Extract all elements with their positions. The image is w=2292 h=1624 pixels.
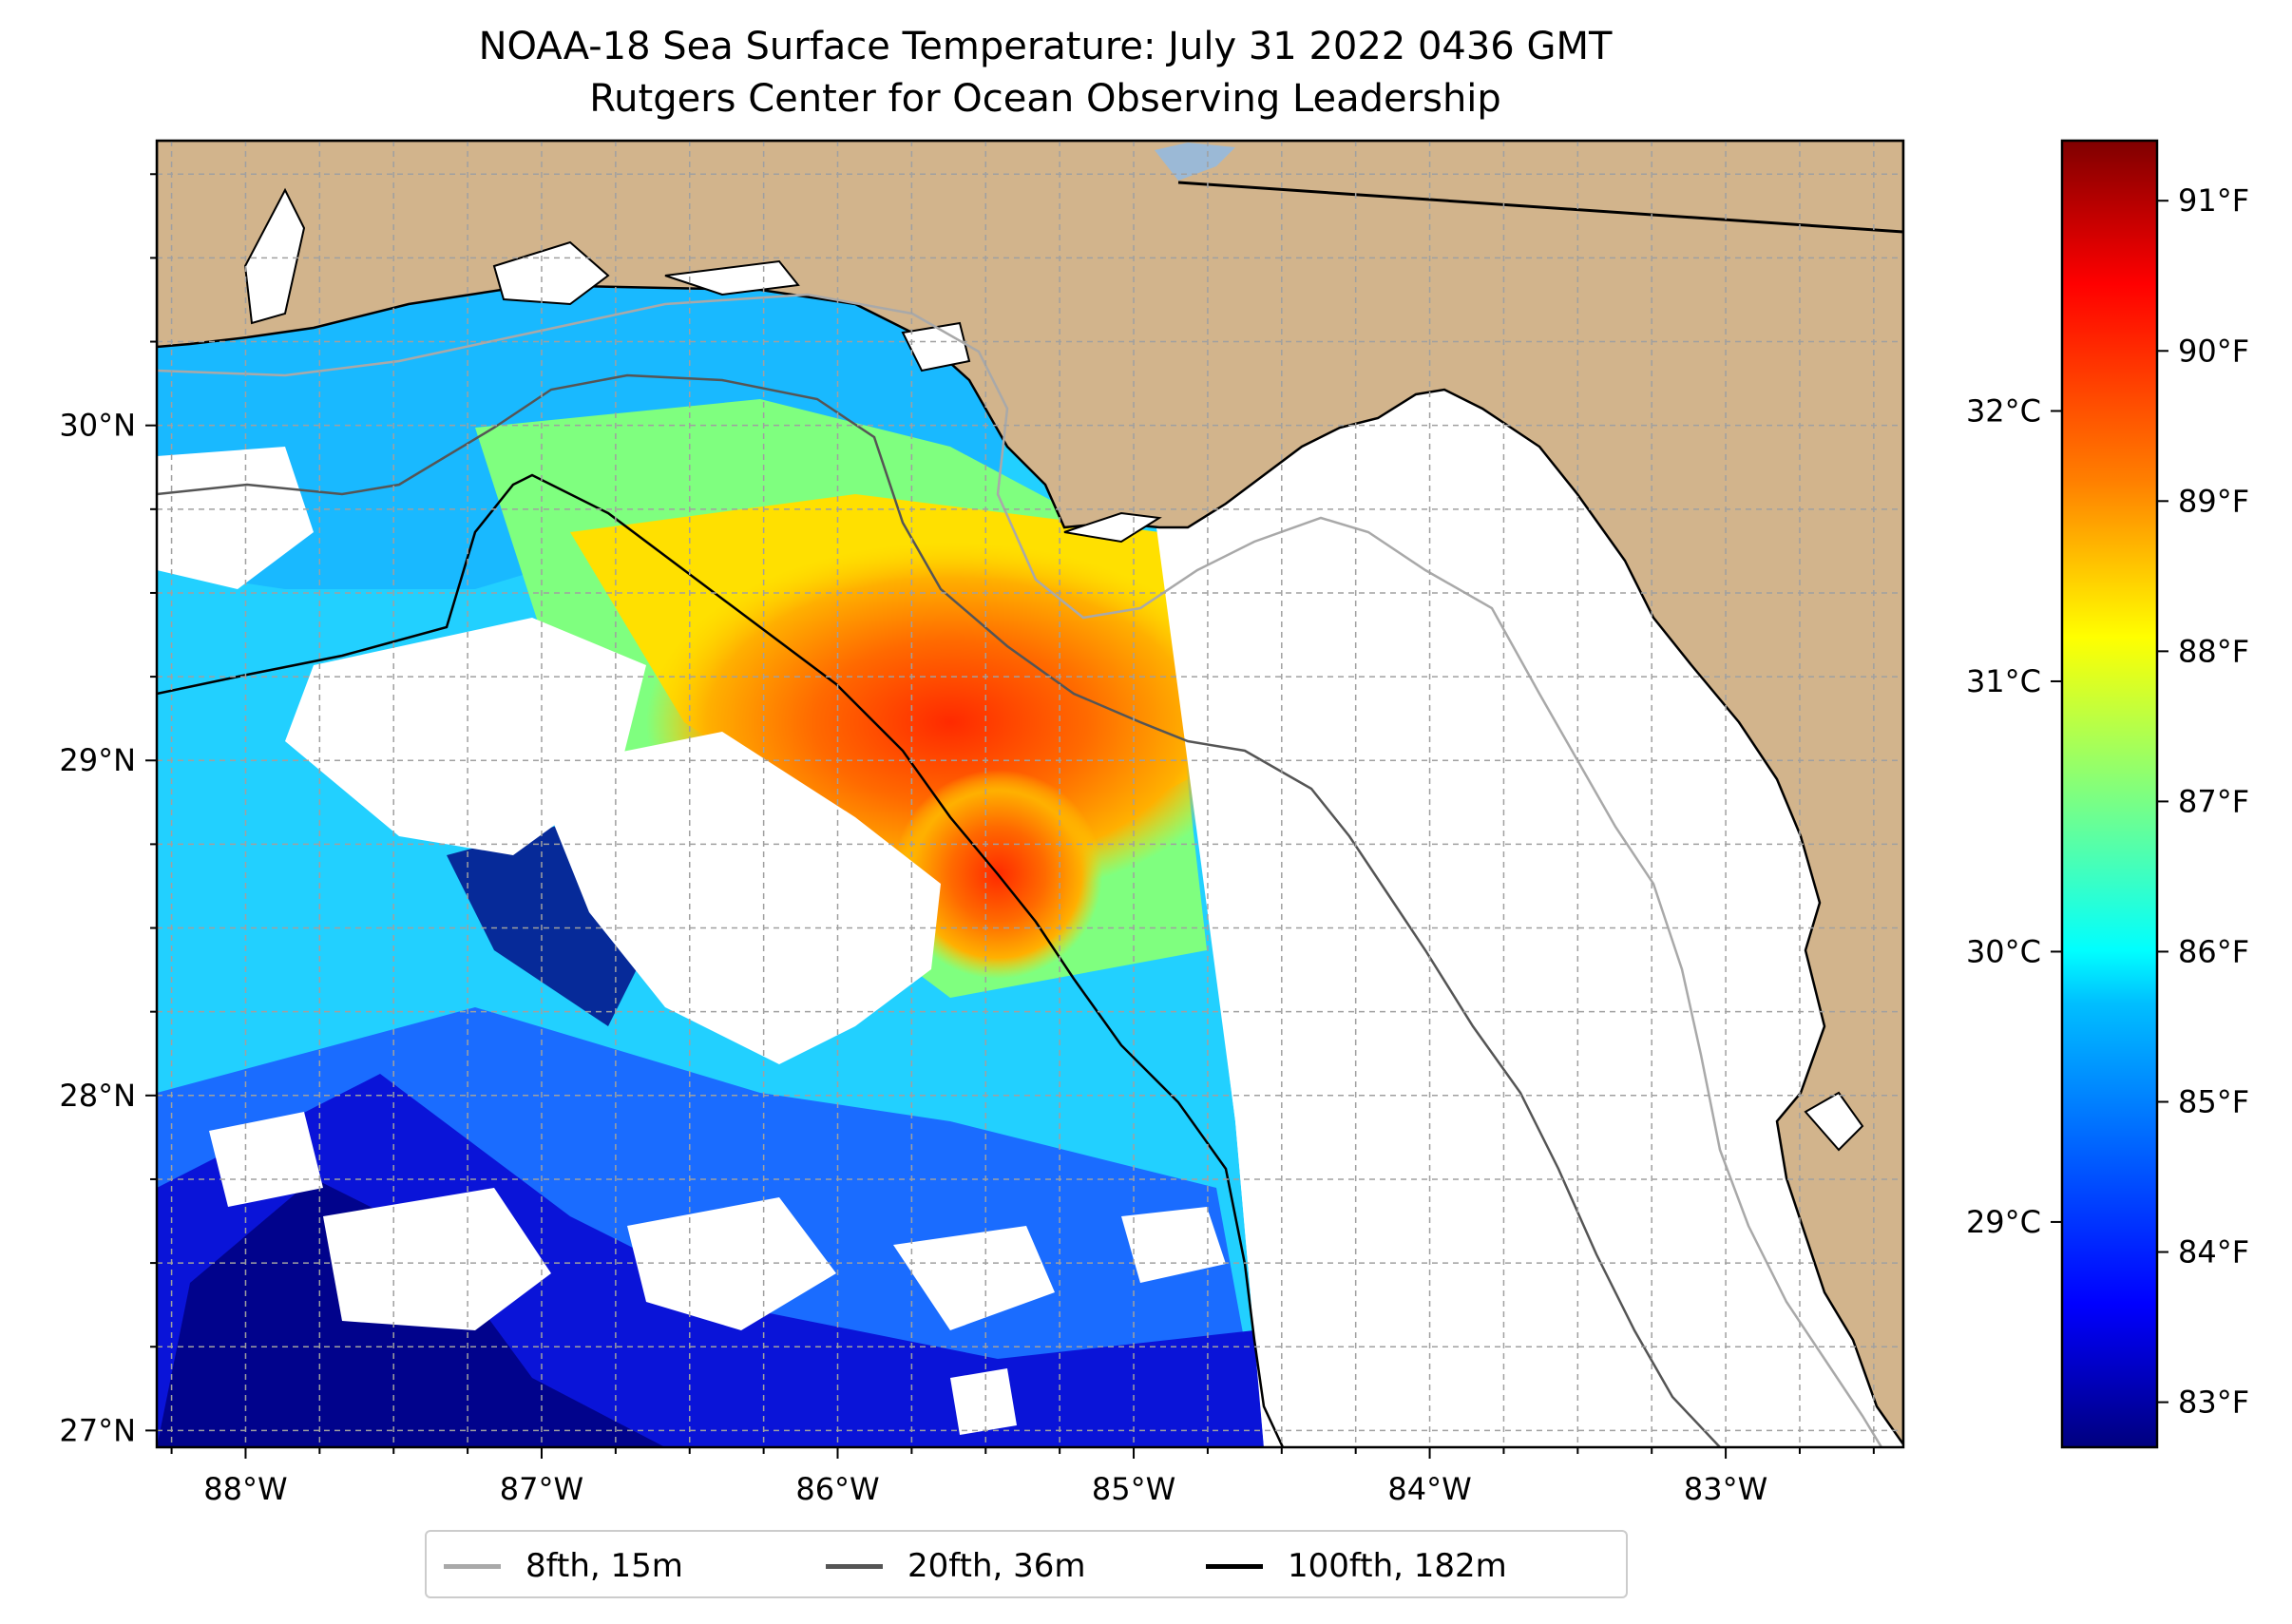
legend-swatch-15m: [444, 1563, 501, 1569]
cb-f-label: 86°F: [2178, 933, 2249, 969]
map-frame: [155, 139, 1905, 1449]
lat-tick-label: 30°N: [59, 408, 136, 444]
cb-f-label: 85°F: [2178, 1083, 2249, 1119]
legend-item-15m: 8fth, 15m: [444, 1532, 683, 1600]
gridlines: [157, 141, 1903, 1447]
isobath-36m: [157, 373, 1721, 1447]
colorbar-ticks: [2051, 200, 2168, 1404]
lake: [1155, 143, 1235, 181]
isobath-182m: [157, 473, 1285, 1447]
legend-swatch-182m: [1206, 1563, 1263, 1569]
legend-item-36m: 20fth, 36m: [826, 1532, 1086, 1600]
title-line-1: NOAA-18 Sea Surface Temperature: July 31…: [478, 25, 1613, 68]
cb-f-label: 83°F: [2178, 1385, 2249, 1421]
lon-tick-label: 87°W: [500, 1471, 583, 1507]
title-line-2: Rutgers Center for Ocean Observing Leade…: [589, 77, 1501, 121]
legend-label-36m: 20fth, 36m: [907, 1547, 1086, 1585]
cb-f-label: 87°F: [2178, 783, 2249, 819]
lon-tick-label: 85°W: [1092, 1471, 1175, 1507]
cb-c-label: 29°C: [1966, 1204, 2041, 1240]
state-boundary: [1177, 181, 1903, 234]
cb-f-label: 89°F: [2178, 483, 2249, 519]
sst-field: [157, 285, 1903, 1447]
lat-tick-label: 27°N: [59, 1412, 136, 1448]
lon-tick-label: 88°W: [203, 1471, 287, 1507]
cb-c-label: 31°C: [1966, 663, 2041, 699]
legend-label-182m: 100fth, 182m: [1288, 1547, 1507, 1585]
lat-tick-label: 29°N: [59, 742, 136, 778]
legend-label-15m: 8fth, 15m: [525, 1547, 683, 1585]
colorbar: [2060, 139, 2159, 1449]
cb-f-label: 84°F: [2178, 1234, 2249, 1271]
cb-c-label: 30°C: [1966, 933, 2041, 969]
isobath-15m: [157, 293, 1883, 1447]
legend-item-182m: 100fth, 182m: [1206, 1532, 1507, 1600]
lon-tick-label: 86°W: [795, 1471, 879, 1507]
lat-tick-label: 28°N: [59, 1078, 136, 1114]
lon-tick-label: 84°W: [1387, 1471, 1471, 1507]
axis-labels: 88°W 87°W 86°W 85°W 84°W 83°W 27°N 28°N 29°N 30°N: [59, 408, 1767, 1507]
lon-tick-label: 83°W: [1684, 1471, 1767, 1507]
cb-f-label: 91°F: [2178, 182, 2249, 219]
cb-f-label: 88°F: [2178, 633, 2249, 669]
axis-ticks: [145, 173, 1875, 1459]
colorbar-labels: 83°F 84°F 85°F 86°F 87°F 88°F 89°F 90°F 91°F 29°C…: [1966, 182, 2249, 1420]
legend: 8fth, 15m 20fth, 36m 100fth, 182m: [425, 1530, 1628, 1598]
cb-f-label: 90°F: [2178, 333, 2249, 369]
legend-swatch-36m: [826, 1563, 883, 1569]
cb-c-label: 32°C: [1966, 392, 2041, 429]
